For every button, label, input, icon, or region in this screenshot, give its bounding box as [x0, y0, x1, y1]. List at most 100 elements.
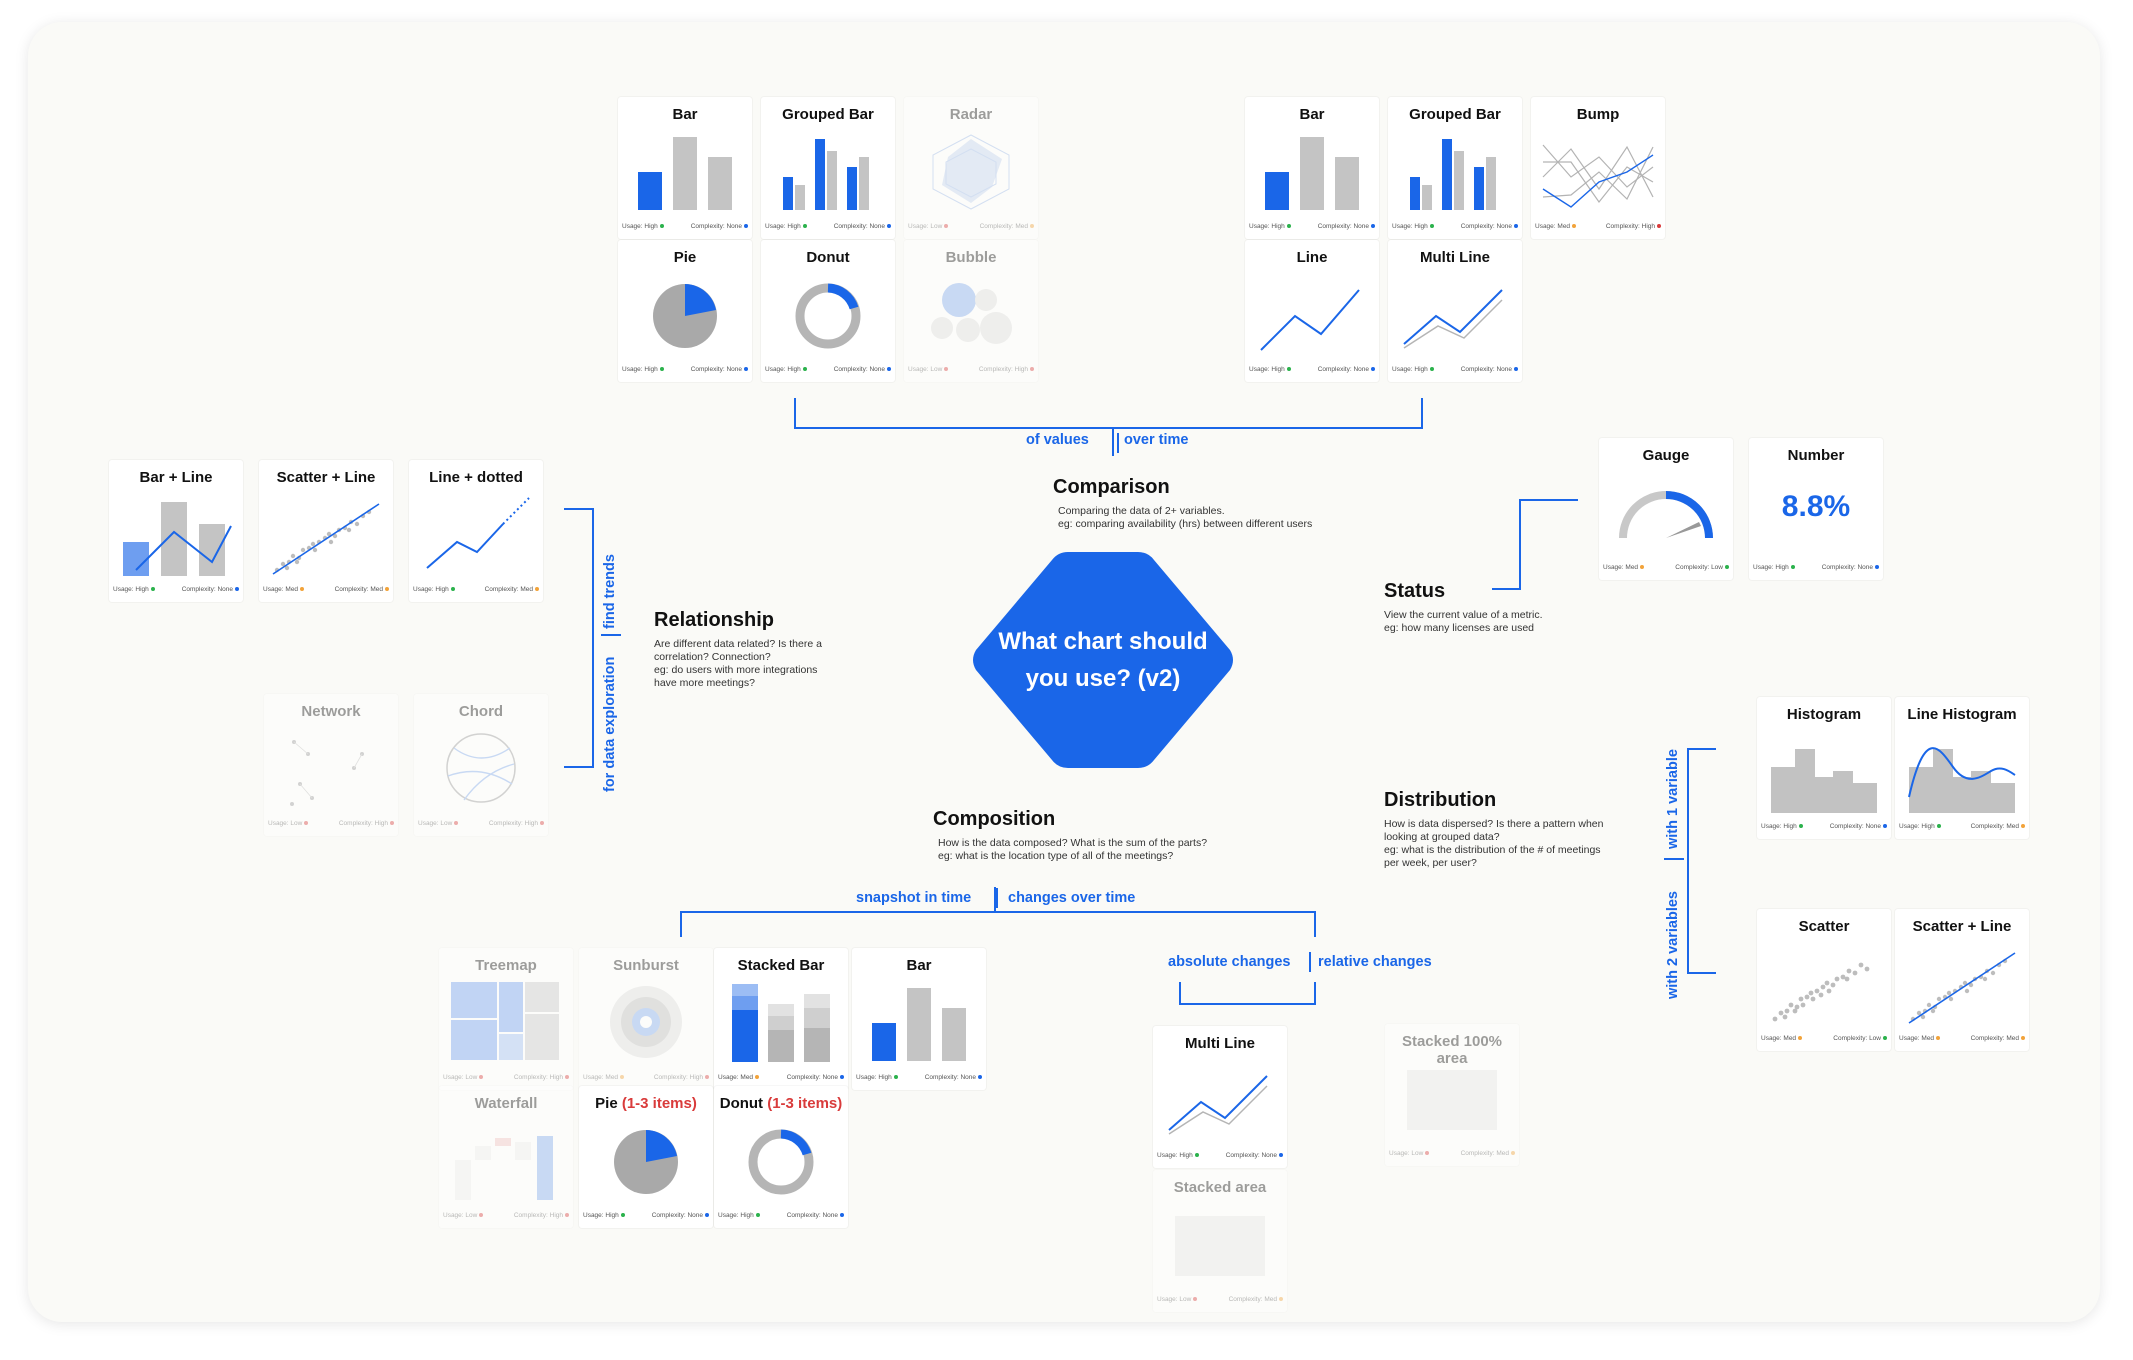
- chart-card-rel-chord[interactable]: Chord Usage: Low Complexity: High: [414, 694, 548, 836]
- usage-dot-icon: [893, 1075, 898, 1080]
- chart-card-title: Bar: [906, 957, 932, 974]
- topic-description: correlation? Connection?: [654, 651, 771, 663]
- chart-card-comp-bar[interactable]: Bar Usage: High Complexity: None: [852, 948, 986, 1090]
- chart-card-cmp-bar[interactable]: Bar Usage: High Complexity: None: [618, 97, 752, 239]
- complexity-indicator: Complexity: High: [489, 820, 544, 827]
- chart-thumbnail-treemap: [449, 978, 563, 1064]
- chart-card-title: Radar: [949, 106, 993, 123]
- complexity-indicator: Complexity: None: [691, 223, 748, 230]
- usage-dot-icon: [479, 1075, 484, 1080]
- chart-card-meta: Usage: High Complexity: None: [1157, 1152, 1283, 1159]
- complexity-indicator: Complexity: None: [1461, 223, 1518, 230]
- complexity-dot-icon: [1371, 224, 1375, 229]
- hexagon-shape: [973, 552, 1233, 768]
- complexity-dot-icon: [1883, 824, 1887, 829]
- chart-card-cmp-bubble[interactable]: Bubble Usage: Low Complexity: High: [904, 240, 1038, 382]
- chart-card-title: Histogram: [1786, 706, 1862, 723]
- chart-card-time-grouped[interactable]: Grouped Bar Usage: High Complexity: None: [1388, 97, 1522, 239]
- usage-indicator: Usage: Med: [583, 1074, 625, 1081]
- chart-card-time-bar[interactable]: Bar Usage: High Complexity: None: [1245, 97, 1379, 239]
- complexity-dot-icon: [540, 821, 544, 826]
- complexity-dot-icon: [2021, 824, 2025, 829]
- chart-card-time-bump[interactable]: Bump Usage: Med Complexity: High: [1531, 97, 1665, 239]
- branch-label-over-time: over time: [1124, 432, 1189, 448]
- usage-dot-icon: [755, 1075, 760, 1080]
- usage-indicator: Usage: High: [765, 223, 807, 230]
- chart-card-title: Grouped Bar: [1409, 106, 1501, 123]
- chart-thumbnail-blank: [1163, 1200, 1277, 1286]
- chart-card-meta: Usage: High Complexity: None: [583, 1212, 709, 1219]
- chart-thumbnail-scatterline: [1905, 939, 2019, 1025]
- chart-thumbnail-radar: [914, 127, 1028, 213]
- chart-thumbnail-network: [274, 724, 388, 810]
- chart-card-time-line[interactable]: Line Usage: High Complexity: None: [1245, 240, 1379, 382]
- chart-thumbnail-donut: [771, 270, 885, 356]
- chart-card-comp-multiline[interactable]: Multi Line Usage: High Complexity: None: [1153, 1026, 1287, 1168]
- usage-indicator: Usage: Low: [443, 1074, 484, 1081]
- branch-label-of-values: of values: [1026, 432, 1089, 448]
- topic-title: Relationship: [654, 609, 775, 631]
- chart-card-meta: Usage: High Complexity: None: [856, 1074, 982, 1081]
- chart-card-comp-waterfall[interactable]: Waterfall Usage: Low Complexity: High: [439, 1086, 573, 1228]
- chart-card-cmp-pie[interactable]: Pie Usage: High Complexity: None: [618, 240, 752, 382]
- usage-indicator: Usage: Low: [443, 1212, 484, 1219]
- chart-card-comp-stackedarea[interactable]: Stacked area Usage: Low Complexity: Med: [1153, 1170, 1287, 1312]
- complexity-indicator: Complexity: Med: [1461, 1150, 1515, 1157]
- chart-card-comp-treemap[interactable]: Treemap Usage: Low Complexity: High: [439, 948, 573, 1090]
- chart-card-title: Bar + Line: [139, 469, 213, 486]
- chart-card-meta: Usage: Med Complexity: Low: [1761, 1035, 1887, 1042]
- chart-card-title: Scatter + Line: [276, 469, 376, 486]
- chart-card-meta: Usage: High Complexity: Med: [1899, 823, 2025, 830]
- complexity-dot-icon: [1883, 1036, 1887, 1041]
- usage-dot-icon: [1640, 565, 1645, 570]
- chart-thumbnail-linehist: [1905, 727, 2019, 813]
- complexity-indicator: Complexity: None: [1461, 366, 1518, 373]
- chart-card-dist-scatter[interactable]: Scatter Usage: Med Complexity: Low: [1757, 909, 1891, 1051]
- chart-card-dist-linehist[interactable]: Line Histogram Usage: High Complexity: Me…: [1895, 697, 2029, 839]
- chart-card-comp-stacked100[interactable]: Stacked 100% area Usage: Low Complexity: M…: [1385, 1024, 1519, 1166]
- branch-separator: [1117, 433, 1119, 453]
- complexity-indicator: Complexity: High: [514, 1074, 569, 1081]
- complexity-indicator: Complexity: None: [182, 586, 239, 593]
- usage-dot-icon: [659, 367, 664, 372]
- chart-card-time-multiline[interactable]: Multi Line Usage: High Complexity: None: [1388, 240, 1522, 382]
- topic-description: View the current value of a metric.: [1384, 609, 1543, 621]
- usage-dot-icon: [944, 224, 949, 229]
- chart-card-rel-scatterline[interactable]: Scatter + Line Usage: Med Complexity: Med: [259, 460, 393, 602]
- chart-card-dist-histogram[interactable]: Histogram Usage: High Complexity: None: [1757, 697, 1891, 839]
- chart-card-comp-sunburst[interactable]: Sunburst Usage: Med Complexity: High: [579, 948, 713, 1090]
- chart-card-rel-barline[interactable]: Bar + Line Usage: High Complexity: None: [109, 460, 243, 602]
- chart-card-meta: Usage: Low Complexity: Med: [1389, 1150, 1515, 1157]
- complexity-dot-icon: [705, 1075, 709, 1080]
- chart-card-title: Bubble: [945, 249, 997, 266]
- chart-card-title: Scatter + Line: [1912, 918, 2012, 935]
- complexity-indicator: Complexity: None: [787, 1212, 844, 1219]
- chart-card-st-number[interactable]: Number 8.8% Usage: High Complexity: None: [1749, 438, 1883, 580]
- chart-thumbnail-stacked: [724, 978, 838, 1064]
- usage-dot-icon: [1425, 1151, 1430, 1156]
- usage-dot-icon: [1936, 1036, 1941, 1041]
- chart-card-cmp-radar[interactable]: Radar Usage: Low Complexity: Med: [904, 97, 1038, 239]
- usage-indicator: Usage: Low: [908, 366, 949, 373]
- complexity-dot-icon: [1657, 224, 1661, 229]
- whiteboard-canvas: of values over time snapshot in time cha…: [28, 22, 2100, 1322]
- chart-card-cmp-donut[interactable]: Donut Usage: High Complexity: None: [761, 240, 895, 382]
- usage-dot-icon: [1286, 367, 1291, 372]
- usage-indicator: Usage: Med: [263, 586, 305, 593]
- topic-example: eg: comparing availability (hrs) between…: [1058, 518, 1313, 530]
- branch-label-one-variable: with 1 variable: [1665, 749, 1681, 849]
- chart-card-rel-linedotted[interactable]: Line + dotted Usage: High Complexity: Med: [409, 460, 543, 602]
- usage-indicator: Usage: High: [1753, 564, 1795, 571]
- branch-separator: [1309, 952, 1311, 972]
- usage-indicator: Usage: High: [622, 366, 664, 373]
- chart-card-comp-stacked[interactable]: Stacked Bar Usage: Med Complexity: None: [714, 948, 848, 1090]
- chart-card-comp-pie[interactable]: Pie (1-3 items) Usage: High Complexity: No…: [579, 1086, 713, 1228]
- chart-card-cmp-grouped[interactable]: Grouped Bar Usage: High Complexity: None: [761, 97, 895, 239]
- chart-card-title: Line + dotted: [429, 469, 523, 486]
- chart-thumbnail-bar: [1255, 127, 1369, 213]
- chart-card-comp-donut[interactable]: Donut (1-3 items) Usage: High Complexity: …: [714, 1086, 848, 1228]
- complexity-dot-icon: [1725, 565, 1729, 570]
- chart-card-rel-network[interactable]: Network Usage: Low Complexity: High: [264, 694, 398, 836]
- chart-card-st-gauge[interactable]: Gauge Usage: Med Complexity: Low: [1599, 438, 1733, 580]
- chart-card-dist-scatterline[interactable]: Scatter + Line Usage: Med Complexity: Med: [1895, 909, 2029, 1051]
